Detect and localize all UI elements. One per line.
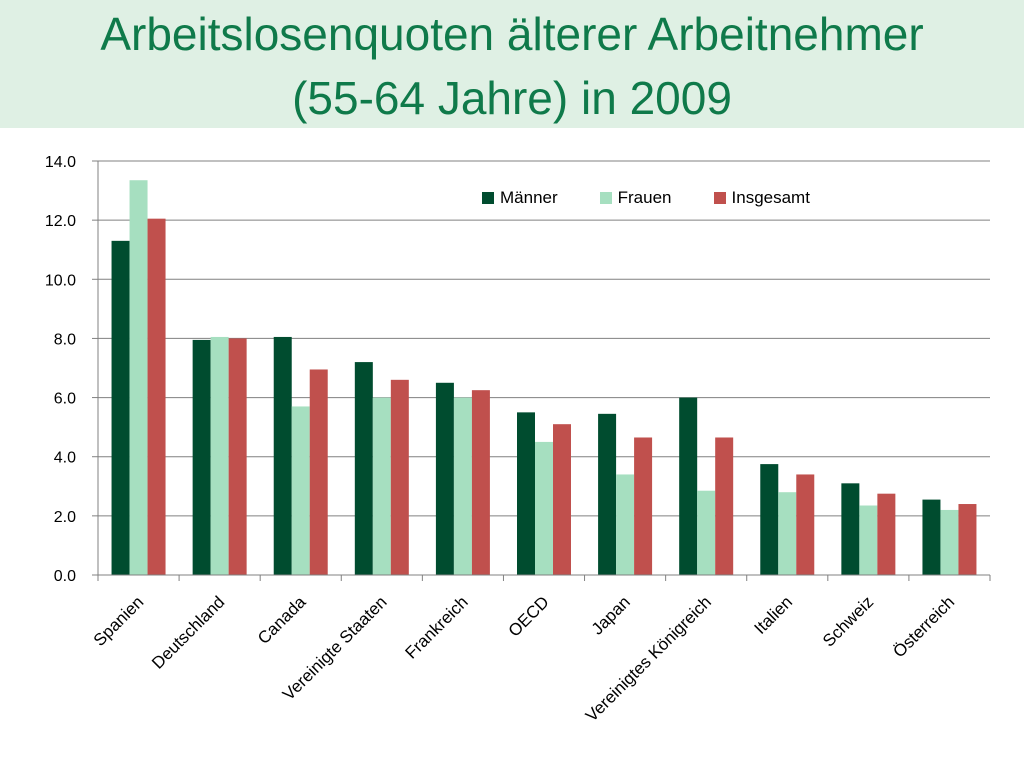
bar-maenner — [192, 339, 211, 575]
y-tick-label: 8.0 — [54, 331, 76, 348]
bar-maenner — [841, 483, 860, 575]
bar-insgesamt — [958, 504, 977, 575]
bar-insgesamt — [228, 338, 247, 575]
x-tick-label: Österreich — [889, 592, 958, 661]
x-tick-label: Schweiz — [819, 592, 877, 650]
x-tick-label: Deutschland — [148, 592, 228, 672]
legend-swatch-maenner — [482, 192, 494, 204]
bar-maenner — [111, 240, 130, 575]
bar-insgesamt — [877, 493, 896, 575]
bar-insgesamt — [390, 379, 409, 575]
legend: Männer Frauen Insgesamt — [482, 188, 810, 208]
x-tick-label: Spanien — [90, 592, 148, 650]
y-tick-label: 14.0 — [45, 154, 76, 171]
y-tick-label: 10.0 — [45, 272, 76, 289]
bar-frauen — [940, 509, 959, 575]
bar-insgesamt — [715, 437, 734, 575]
bar-frauen — [778, 492, 797, 575]
x-tick-label: OECD — [505, 592, 553, 640]
bar-frauen — [453, 397, 472, 575]
y-tick-label: 0.0 — [54, 568, 76, 585]
legend-item-maenner: Männer — [482, 188, 558, 208]
y-tick-labels: 0.0 2.0 4.0 6.0 8.0 10.0 12.0 14.0 — [45, 154, 76, 585]
bar-maenner — [517, 412, 535, 575]
bar-maenner — [760, 464, 779, 575]
x-tick-label: Japan — [588, 592, 634, 638]
y-tick-label: 6.0 — [54, 391, 76, 408]
bar-frauen — [697, 490, 716, 575]
bar-insgesamt — [147, 218, 166, 575]
legend-label-insgesamt: Insgesamt — [731, 188, 810, 207]
y-tick-label: 12.0 — [45, 213, 76, 230]
bar-maenner — [354, 362, 373, 575]
bar-frauen — [291, 406, 310, 575]
legend-swatch-frauen — [599, 192, 612, 204]
bar-maenner — [922, 499, 941, 575]
bar-frauen — [859, 505, 878, 575]
bar-frauen — [129, 180, 148, 575]
y-tick-label: 2.0 — [54, 509, 76, 526]
bar-frauen — [372, 397, 391, 575]
bar-frauen — [535, 441, 553, 575]
x-tick-label: Frankreich — [402, 592, 472, 662]
bar-chart: 0.0 2.0 4.0 6.0 8.0 10.0 12.0 14.0 Spanien Deuts… — [45, 154, 991, 725]
bar-maenner — [598, 413, 617, 575]
bar-maenner — [435, 382, 454, 575]
bar-frauen — [616, 474, 635, 575]
axes — [92, 160, 991, 581]
page-title-line-1: Arbeitslosenquoten älterer Arbeitnehmer — [100, 8, 924, 60]
bar-insgesamt — [553, 424, 571, 575]
legend-label-frauen: Frauen — [617, 188, 672, 207]
bar-insgesamt — [796, 474, 815, 575]
page-title-line-2: (55-64 Jahre) in 2009 — [292, 72, 732, 124]
y-tick-label: 4.0 — [54, 450, 76, 467]
title-band: Arbeitslosenquoten älterer Arbeitnehmer … — [0, 0, 1024, 128]
bar-maenner — [273, 336, 292, 575]
bar-frauen — [210, 336, 229, 575]
bars — [111, 180, 977, 575]
x-tick-label: Italien — [751, 592, 797, 638]
legend-label-maenner: Männer — [500, 188, 558, 207]
bar-insgesamt — [309, 369, 328, 575]
legend-swatch-insgesamt — [713, 192, 726, 204]
legend-item-frauen: Frauen — [599, 188, 672, 208]
bar-insgesamt — [634, 437, 653, 575]
bar-insgesamt — [471, 390, 490, 575]
legend-item-insgesamt: Insgesamt — [713, 188, 810, 208]
bar-maenner — [679, 397, 698, 575]
x-tick-label: Canada — [254, 592, 310, 648]
